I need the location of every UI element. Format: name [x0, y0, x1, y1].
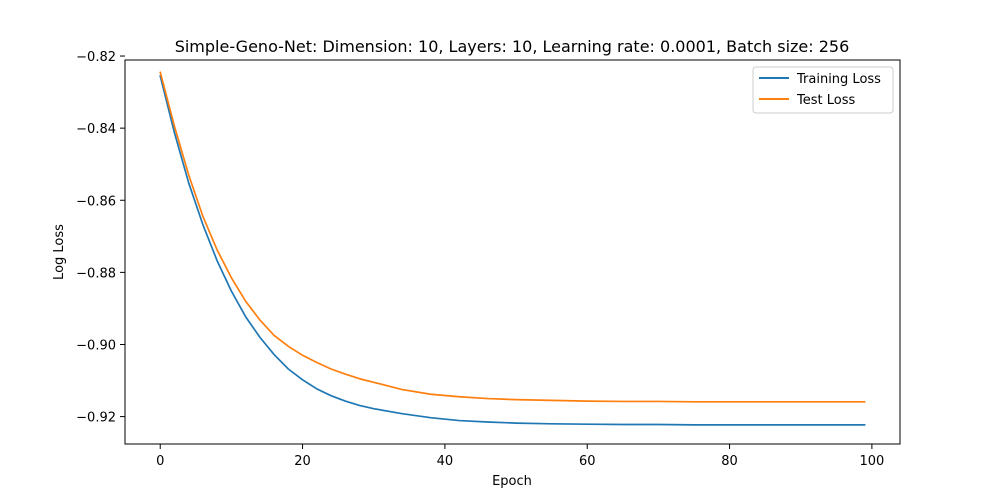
- x-tick-label: 0: [156, 454, 164, 469]
- x-axis: 0 20 40 60 80 100: [156, 444, 884, 469]
- y-tick-label: −0.82: [76, 50, 116, 65]
- y-tick-label: −0.90: [76, 338, 116, 353]
- series-layer: [159, 71, 866, 426]
- legend-label-training-loss: Training Loss: [796, 72, 881, 87]
- x-tick-label: 20: [294, 454, 311, 469]
- y-axis-label: Log Loss: [52, 224, 67, 280]
- plot-area: [124, 59, 901, 445]
- chart-title: Simple-Geno-Net: Dimension: 10, Layers: …: [175, 37, 850, 56]
- y-axis: −0.82 −0.84 −0.86 −0.88 −0.90 −0.92: [76, 50, 125, 426]
- x-tick-label: 40: [437, 454, 454, 469]
- y-tick-label: −0.88: [76, 266, 116, 281]
- y-tick-label: −0.92: [76, 411, 116, 426]
- x-tick-label: 80: [721, 454, 738, 469]
- x-tick-label: 100: [859, 454, 884, 469]
- x-tick-label: 60: [579, 454, 596, 469]
- plot-background: [125, 60, 900, 444]
- x-axis-label: Epoch: [492, 474, 532, 489]
- legend-label-test-loss: Test Loss: [796, 93, 855, 108]
- legend: Training Loss Test Loss: [752, 66, 894, 114]
- series-line-training-loss: [159, 75, 866, 426]
- y-tick-label: −0.84: [76, 122, 116, 137]
- y-tick-label: −0.86: [76, 194, 116, 209]
- plot-frame: [124, 59, 901, 445]
- series-line-test-loss: [159, 71, 866, 403]
